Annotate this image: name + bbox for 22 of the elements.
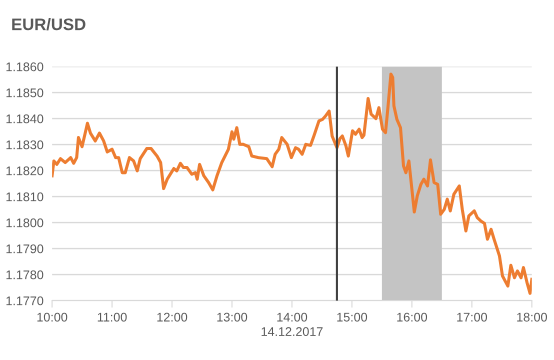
x-tick-label: 17:00 (457, 312, 488, 322)
y-tick-label: 1.1830 (6, 140, 44, 150)
y-tick-label: 1.1780 (6, 270, 44, 280)
x-tick-label: 10:00 (37, 312, 68, 322)
chart-title: EUR/USD (12, 18, 86, 30)
y-tick-label: 1.1820 (6, 166, 44, 176)
line-series (52, 72, 532, 295)
x-tick-label: 12:00 (157, 312, 188, 322)
y-tick-label: 1.1790 (6, 244, 44, 254)
x-axis-title: 14.12.2017 (262, 327, 323, 336)
x-tick-label: 13:00 (217, 312, 248, 322)
x-tick-label: 11:00 (98, 312, 127, 322)
y-tick-label: 1.1860 (6, 62, 44, 72)
y-tick-label: 1.1840 (6, 114, 44, 124)
y-tick-label: 1.1800 (6, 218, 44, 228)
x-tick-label: 18:00 (517, 312, 547, 322)
y-tick-label: 1.1810 (6, 192, 44, 202)
x-tick-label: 16:00 (397, 312, 428, 322)
y-tick-label: 1.1770 (6, 296, 44, 306)
x-tick-label: 15:00 (337, 312, 368, 322)
x-tick-label: 14:00 (277, 312, 308, 322)
y-tick-label: 1.1850 (6, 88, 44, 98)
